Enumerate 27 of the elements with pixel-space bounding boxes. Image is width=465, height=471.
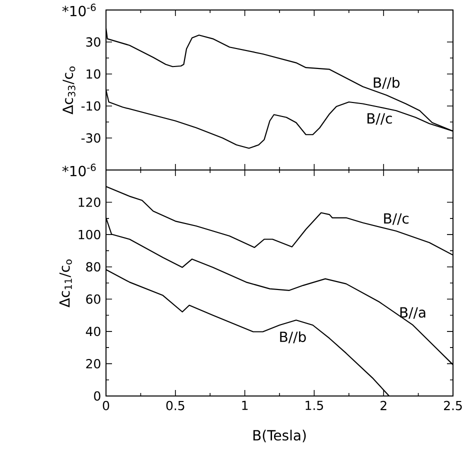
x-tick-label: 2.5 (444, 400, 462, 410)
y-tick-label: 80 (86, 262, 100, 272)
x-tick-label: 0.5 (166, 400, 184, 410)
y-tick-label: 10 (86, 69, 100, 79)
text: *10$^{-6}$ (62, 4, 96, 16)
y-tick-label: -30 (81, 133, 100, 143)
y-tick-label: 40 (86, 326, 100, 336)
y-tick-label: 30 (86, 37, 100, 47)
y-tick-label: 100 (78, 230, 100, 240)
x-tick-label: 0 (102, 400, 110, 410)
y-tick-label: 120 (78, 198, 100, 207)
y-axis-title: Δc$_{11}$/c$_{o}$ (59, 260, 72, 308)
y-axis-title: Δc$_{33}$/c$_{o}$ (62, 66, 76, 114)
x-tick-label: 1.5 (306, 400, 324, 410)
x-tick-label: 1 (242, 400, 248, 410)
y-tick-label: 60 (86, 294, 100, 304)
x-axis-title: B(Tesla) (253, 430, 306, 442)
legend-label: B//a (400, 307, 426, 319)
series-label: B//b (280, 331, 306, 344)
text: *10$^{-6}$ (62, 164, 96, 176)
y-tick-label: 20 (86, 358, 100, 368)
series-label: B//c (384, 213, 409, 225)
series-label: B//b (374, 77, 400, 89)
series-label: B//c (367, 113, 392, 125)
y-tick-label: 0 (94, 391, 100, 401)
y-tick-label: -10 (81, 101, 100, 111)
x-tick-label: 2 (380, 400, 386, 410)
